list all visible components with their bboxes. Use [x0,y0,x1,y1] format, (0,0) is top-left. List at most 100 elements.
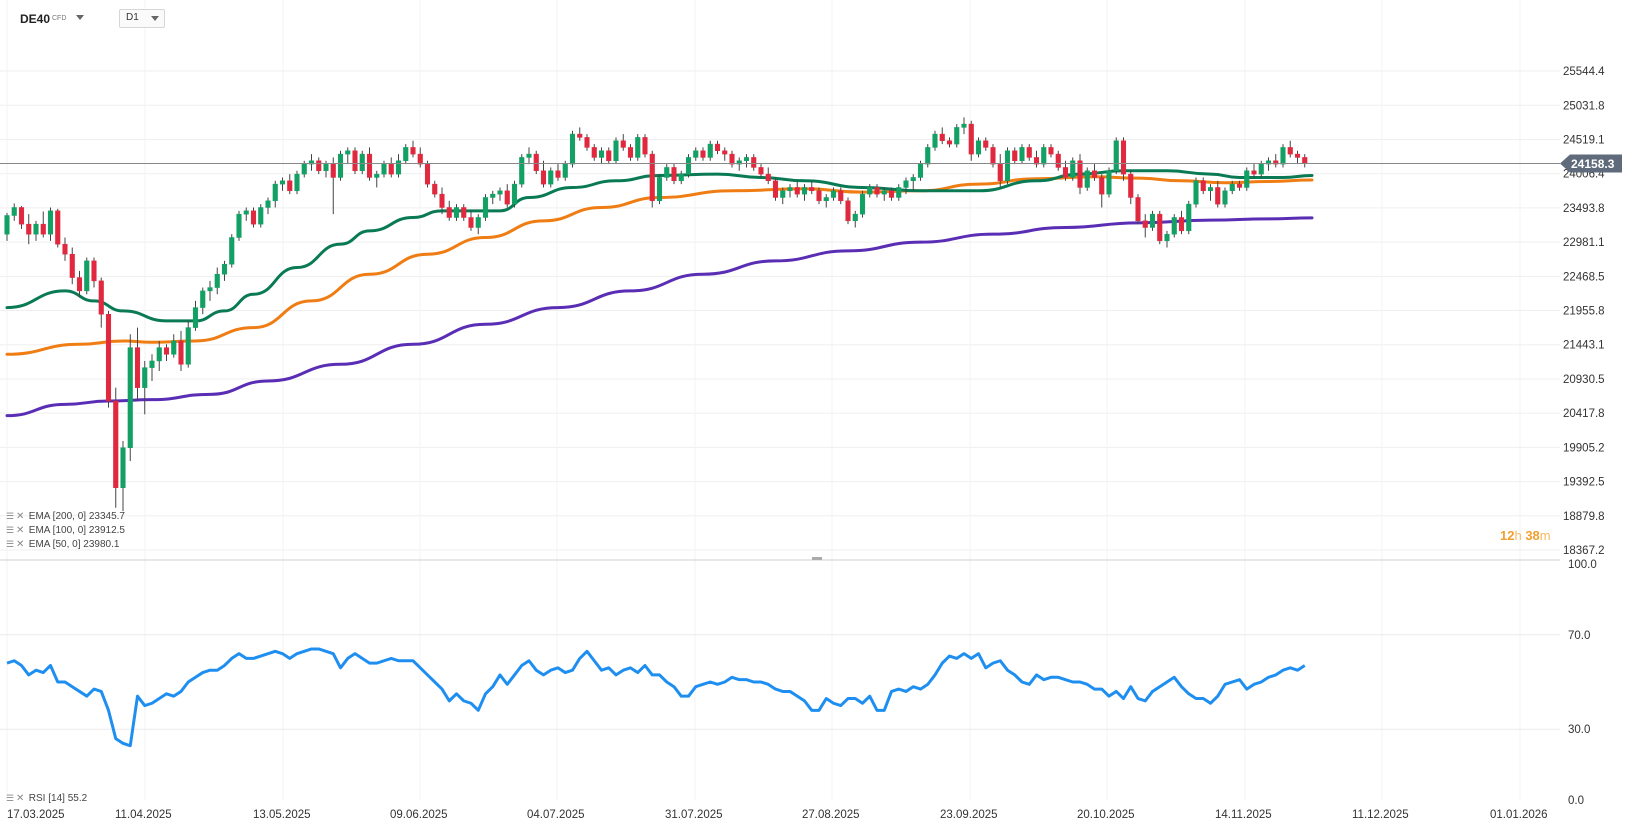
candle-body [171,340,177,355]
close-icon[interactable]: ✕ [16,539,25,550]
countdown-minutes: 38 [1525,528,1540,543]
price-axis-label: 21443.1 [1563,340,1605,352]
candle-body [1244,170,1250,188]
candle-body [105,314,112,402]
candle-body [200,290,206,308]
candle-body [98,280,104,315]
settings-icon[interactable]: ☰ [6,539,15,549]
candle-body [156,347,162,362]
date-axis-label: 31.07.2025 [665,809,723,821]
candle-body [642,137,648,155]
countdown-hours: 12 [1500,528,1515,543]
candle-body [664,167,670,178]
candle-body [881,190,887,195]
price-axis-label: 20930.5 [1563,374,1605,386]
date-axis-label: 11.12.2025 [1352,809,1409,821]
date-axis-label: 17.03.2025 [7,809,65,821]
rsi-series [6,647,1306,748]
candle-body [526,153,532,158]
candle-body [229,237,235,265]
candle-body [620,140,626,148]
legend-ema200-value: 23345.7 [88,511,125,522]
candle-body [1287,147,1293,155]
rsi-axis-label: 0.0 [1568,795,1584,807]
candle-body [84,260,90,292]
candle-body [983,140,989,148]
candle-body [76,277,83,292]
close-icon[interactable]: ✕ [16,525,25,536]
candlestick-series [0,117,1560,512]
candle-body [1200,180,1206,192]
price-axis-label: 25031.8 [1563,100,1605,112]
current-price-tag [1560,154,1622,173]
timeframe-select[interactable]: D1 [119,9,165,28]
candle-body [475,217,481,228]
candle-body [374,173,380,178]
candle-body [548,170,554,185]
candle-body [598,150,605,158]
ema200-line [5,216,1314,418]
candle-body [142,367,148,388]
close-icon[interactable]: ✕ [16,511,25,522]
candle-body [830,190,837,198]
candle-body [352,150,358,172]
candle-body [345,150,351,155]
candle-body [1171,217,1177,235]
candle-body [838,190,844,202]
price-axis-label: 19905.2 [1563,442,1605,454]
candle-body [1091,170,1098,178]
date-axis-label: 14.11.2025 [1215,809,1272,821]
candle-body [91,260,97,282]
candle-countdown: 12h 38m [1500,528,1551,543]
candle-body [1157,213,1163,242]
candle-body [758,167,764,175]
settings-icon[interactable]: ☰ [6,525,15,535]
chart-toolbar: DE40 CFD D1 [0,0,1626,34]
legend-ema50: ☰ ✕ EMA [50, 0] 23980.1 [6,538,119,551]
candle-body [606,150,612,162]
candle-body [932,133,938,148]
candle-body [780,190,786,198]
candle-body [258,207,264,225]
date-axis-label: 20.10.2025 [1077,809,1135,821]
candle-body [1099,177,1105,195]
settings-icon[interactable]: ☰ [6,793,15,803]
date-axis-label: 13.05.2025 [253,809,311,821]
candle-body [287,180,293,192]
candle-body [388,163,394,175]
legend-rsi: ☰ ✕ RSI [14] 55.2 [6,792,87,805]
candle-body [714,143,721,152]
symbol-name[interactable]: DE40 [20,12,51,26]
candle-body [903,180,909,188]
pane-resize-handle[interactable] [812,557,822,560]
price-axis-label: 21955.8 [1563,306,1605,318]
candle-body [729,153,735,165]
settings-icon[interactable]: ☰ [6,511,15,521]
candle-body [569,133,576,165]
candle-body [301,163,307,175]
candle-body [1120,140,1127,175]
close-icon[interactable]: ✕ [16,793,25,804]
ema50-line [5,169,1314,323]
candle-body [294,173,300,192]
candle-body [511,183,518,205]
candle-body [1186,203,1192,232]
rsi-line [6,647,1306,748]
symbol-dropdown-icon[interactable] [76,15,84,20]
candle-body [381,163,387,175]
candle-body [809,187,815,192]
candle-body [1106,170,1112,195]
candle-body [555,170,561,178]
candle-body [1113,140,1119,172]
candle-body [1026,147,1032,158]
candle-body [337,153,344,178]
candle-body [722,150,728,155]
candle-body [910,177,916,182]
candle-body [997,163,1003,182]
candle-body [1084,170,1090,188]
symbol-type: CFD [52,15,67,22]
candle-body [693,150,699,158]
candle-body [214,273,220,288]
candle-body [1236,183,1243,188]
